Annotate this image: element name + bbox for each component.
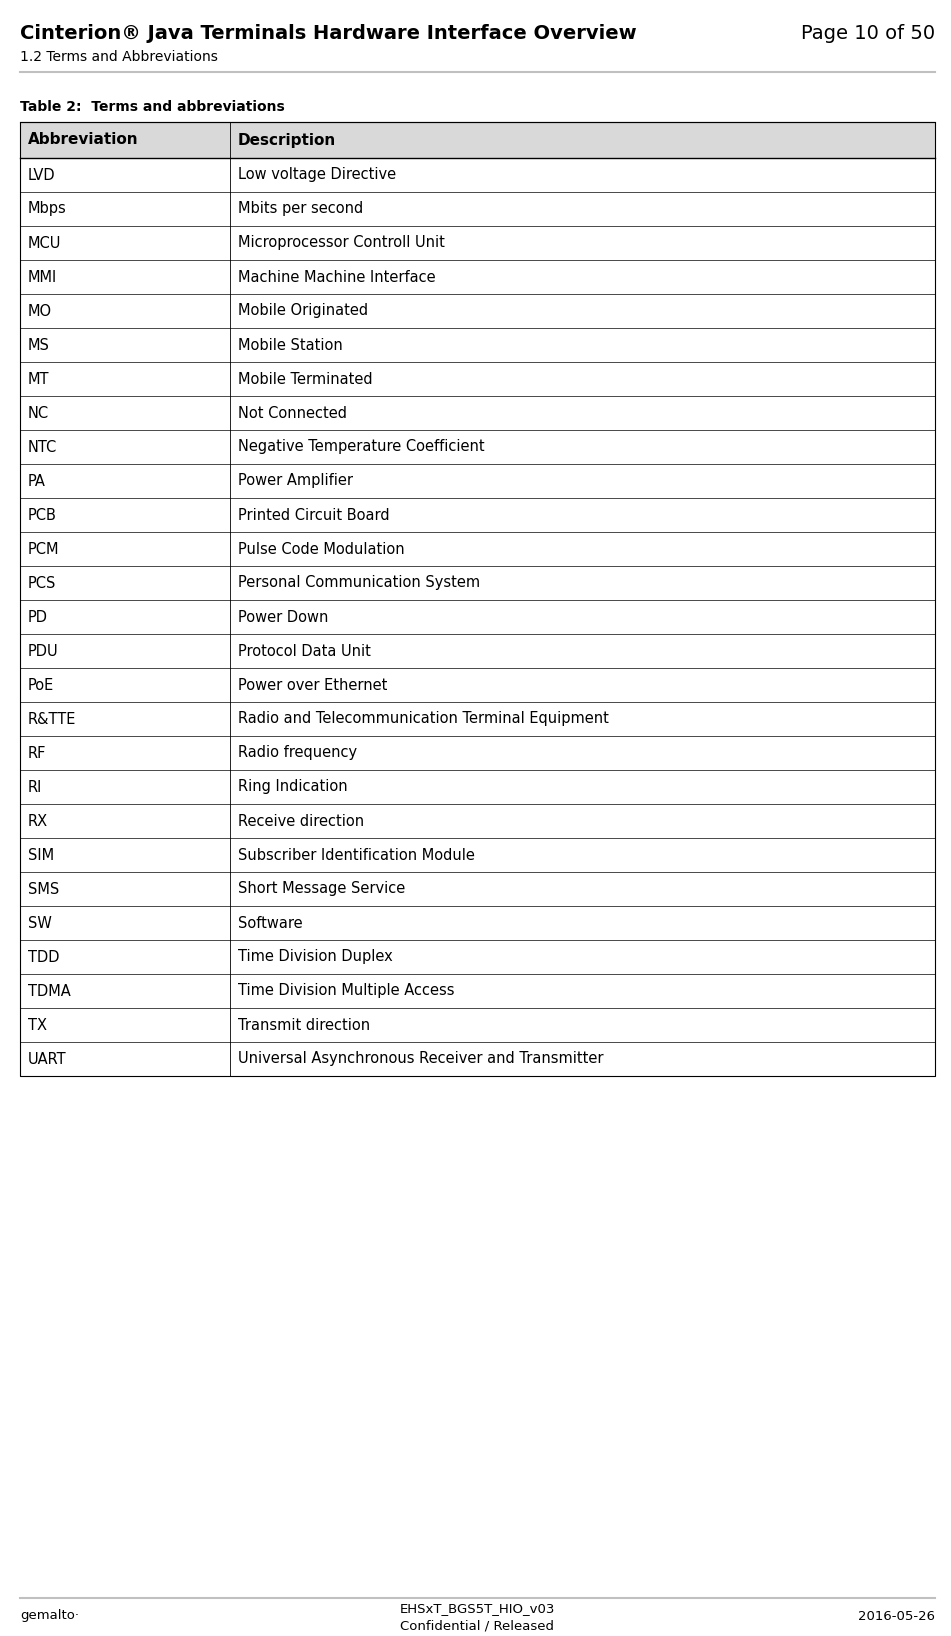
Text: 2016-05-26: 2016-05-26 bbox=[858, 1610, 935, 1623]
Text: Abbreviation: Abbreviation bbox=[28, 133, 139, 147]
Text: Universal Asynchronous Receiver and Transmitter: Universal Asynchronous Receiver and Tran… bbox=[238, 1052, 604, 1067]
Bar bbox=[20, 1008, 935, 1042]
Text: PCB: PCB bbox=[28, 507, 57, 522]
Bar bbox=[20, 532, 935, 566]
Bar bbox=[20, 803, 935, 838]
Text: Radio and Telecommunication Terminal Equipment: Radio and Telecommunication Terminal Equ… bbox=[238, 712, 609, 726]
Bar bbox=[20, 294, 935, 327]
Text: PoE: PoE bbox=[28, 677, 54, 692]
Text: Mobile Station: Mobile Station bbox=[238, 337, 342, 352]
Bar bbox=[20, 226, 935, 260]
Text: Protocol Data Unit: Protocol Data Unit bbox=[238, 643, 371, 659]
Text: SW: SW bbox=[28, 916, 52, 931]
Text: R&TTE: R&TTE bbox=[28, 712, 76, 726]
Text: Personal Communication System: Personal Communication System bbox=[238, 576, 480, 591]
Text: NC: NC bbox=[28, 406, 49, 420]
Text: LVD: LVD bbox=[28, 167, 55, 183]
Bar bbox=[20, 159, 935, 191]
Text: Low voltage Directive: Low voltage Directive bbox=[238, 167, 397, 183]
Text: Microprocessor Controll Unit: Microprocessor Controll Unit bbox=[238, 236, 445, 250]
Text: PD: PD bbox=[28, 610, 48, 625]
Text: Power over Ethernet: Power over Ethernet bbox=[238, 677, 387, 692]
Text: Receive direction: Receive direction bbox=[238, 813, 364, 828]
Text: RX: RX bbox=[28, 813, 49, 828]
Text: NTC: NTC bbox=[28, 440, 57, 455]
Text: PA: PA bbox=[28, 473, 46, 489]
Text: Power Down: Power Down bbox=[238, 610, 328, 625]
Text: Short Message Service: Short Message Service bbox=[238, 882, 405, 897]
Text: PCS: PCS bbox=[28, 576, 56, 591]
Bar bbox=[20, 191, 935, 226]
Text: Negative Temperature Coefficient: Negative Temperature Coefficient bbox=[238, 440, 485, 455]
Text: Mbits per second: Mbits per second bbox=[238, 201, 363, 216]
Bar bbox=[20, 260, 935, 294]
Text: gemalto·: gemalto· bbox=[20, 1610, 79, 1623]
Text: RI: RI bbox=[28, 779, 43, 795]
Text: PDU: PDU bbox=[28, 643, 59, 659]
Text: Time Division Duplex: Time Division Duplex bbox=[238, 949, 393, 965]
Text: TDMA: TDMA bbox=[28, 983, 70, 998]
Bar bbox=[20, 667, 935, 702]
Text: Confidential / Released: Confidential / Released bbox=[400, 1620, 554, 1633]
Bar bbox=[20, 838, 935, 872]
Bar bbox=[20, 396, 935, 430]
Text: TDD: TDD bbox=[28, 949, 60, 965]
Text: MMI: MMI bbox=[28, 270, 57, 285]
Bar bbox=[20, 736, 935, 771]
Text: Not Connected: Not Connected bbox=[238, 406, 347, 420]
Text: Mobile Terminated: Mobile Terminated bbox=[238, 371, 373, 386]
Bar bbox=[20, 123, 935, 159]
Bar bbox=[20, 566, 935, 600]
Text: Description: Description bbox=[238, 133, 337, 147]
Text: UART: UART bbox=[28, 1052, 67, 1067]
Bar bbox=[20, 465, 935, 497]
Text: Mbps: Mbps bbox=[28, 201, 67, 216]
Text: MCU: MCU bbox=[28, 236, 62, 250]
Bar bbox=[20, 123, 935, 1076]
Text: SIM: SIM bbox=[28, 847, 54, 862]
Text: Printed Circuit Board: Printed Circuit Board bbox=[238, 507, 390, 522]
Bar bbox=[20, 600, 935, 635]
Text: Mobile Originated: Mobile Originated bbox=[238, 304, 368, 319]
Text: Cinterion® Java Terminals Hardware Interface Overview: Cinterion® Java Terminals Hardware Inter… bbox=[20, 25, 636, 43]
Bar bbox=[20, 906, 935, 941]
Text: 1.2 Terms and Abbreviations: 1.2 Terms and Abbreviations bbox=[20, 51, 218, 64]
Bar bbox=[20, 1042, 935, 1076]
Bar bbox=[20, 973, 935, 1008]
Text: Table 2:  Terms and abbreviations: Table 2: Terms and abbreviations bbox=[20, 100, 284, 115]
Text: MS: MS bbox=[28, 337, 49, 352]
Text: Transmit direction: Transmit direction bbox=[238, 1018, 370, 1032]
Text: PCM: PCM bbox=[28, 542, 60, 556]
Bar bbox=[20, 702, 935, 736]
Bar bbox=[20, 941, 935, 973]
Text: Machine Machine Interface: Machine Machine Interface bbox=[238, 270, 436, 285]
Text: Page 10 of 50: Page 10 of 50 bbox=[801, 25, 935, 43]
Text: Time Division Multiple Access: Time Division Multiple Access bbox=[238, 983, 455, 998]
Text: RF: RF bbox=[28, 746, 47, 761]
Bar bbox=[20, 430, 935, 465]
Bar bbox=[20, 872, 935, 906]
Text: Radio frequency: Radio frequency bbox=[238, 746, 358, 761]
Text: Ring Indication: Ring Indication bbox=[238, 779, 348, 795]
Bar bbox=[20, 771, 935, 803]
Text: MO: MO bbox=[28, 304, 52, 319]
Bar bbox=[20, 497, 935, 532]
Text: TX: TX bbox=[28, 1018, 47, 1032]
Text: MT: MT bbox=[28, 371, 49, 386]
Text: Software: Software bbox=[238, 916, 302, 931]
Text: EHSxT_BGS5T_HIO_v03: EHSxT_BGS5T_HIO_v03 bbox=[399, 1603, 555, 1615]
Text: Subscriber Identification Module: Subscriber Identification Module bbox=[238, 847, 475, 862]
Bar bbox=[20, 362, 935, 396]
Text: Power Amplifier: Power Amplifier bbox=[238, 473, 353, 489]
Text: Pulse Code Modulation: Pulse Code Modulation bbox=[238, 542, 404, 556]
Bar bbox=[20, 327, 935, 362]
Bar bbox=[20, 635, 935, 667]
Text: SMS: SMS bbox=[28, 882, 59, 897]
